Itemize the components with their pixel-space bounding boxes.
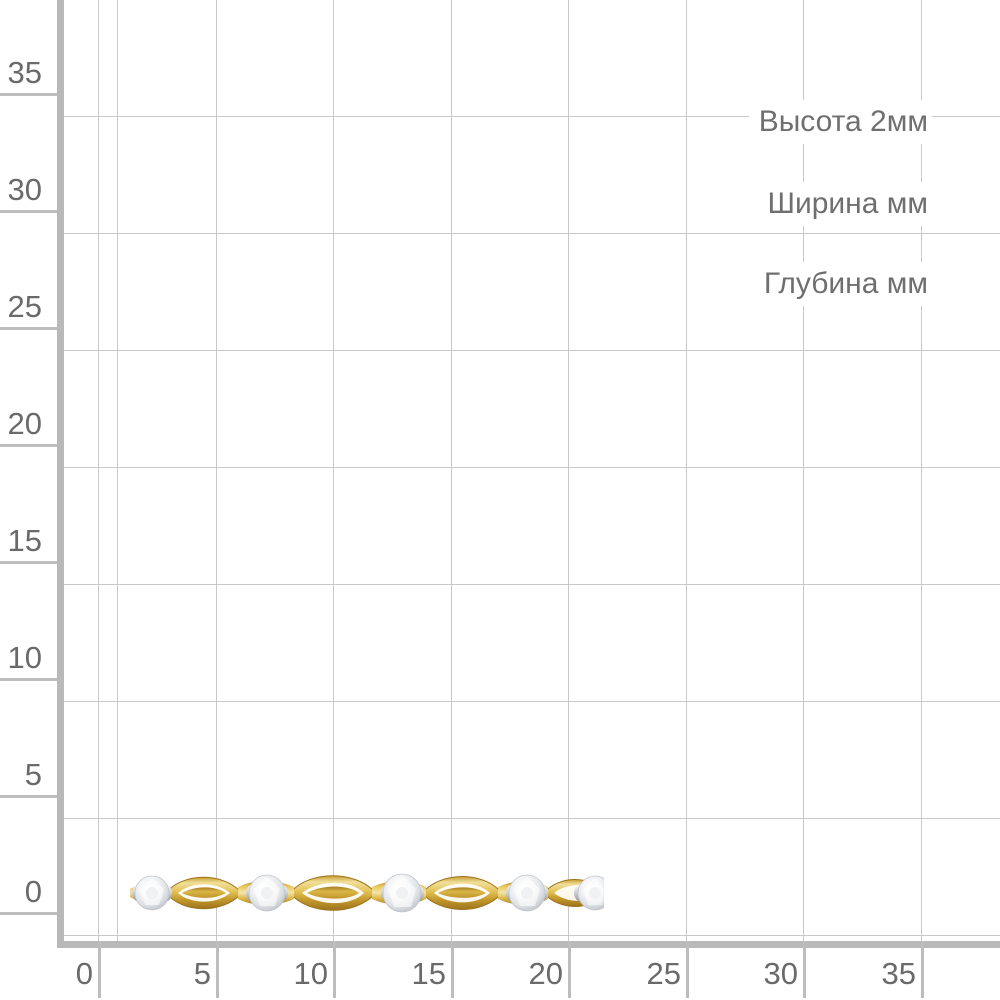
x-tick-30 xyxy=(803,941,806,998)
spec-height-label: Высота 2мм xyxy=(748,100,932,144)
y-tick-30 xyxy=(0,210,57,213)
y-axis-line xyxy=(57,0,64,947)
y-tick-label-20: 20 xyxy=(7,406,42,441)
ring-stones xyxy=(132,873,604,913)
gridline-horizontal xyxy=(64,818,1000,819)
y-tick-label-35: 35 xyxy=(7,55,42,90)
x-tick-25 xyxy=(686,941,689,998)
gridline-vertical xyxy=(803,0,804,942)
y-tick-35 xyxy=(0,93,57,96)
gridline-vertical xyxy=(117,0,118,942)
y-tick-25 xyxy=(0,327,57,330)
y-tick-label-25: 25 xyxy=(7,289,42,324)
x-tick-label-30: 30 xyxy=(763,956,798,991)
gridline-vertical xyxy=(333,0,334,942)
gridline-vertical xyxy=(568,0,569,942)
gridline-horizontal xyxy=(64,233,1000,234)
x-tick-5 xyxy=(216,941,219,998)
y-tick-10 xyxy=(0,678,57,681)
gridline-horizontal xyxy=(64,467,1000,468)
x-tick-20 xyxy=(568,941,571,998)
gridline-vertical xyxy=(451,0,452,942)
gridline-horizontal xyxy=(64,584,1000,585)
y-tick-0 xyxy=(0,912,57,915)
x-tick-label-0: 0 xyxy=(75,956,93,991)
x-tick-35 xyxy=(921,941,924,998)
y-tick-15 xyxy=(0,561,57,564)
gridline-horizontal xyxy=(64,701,1000,702)
x-tick-0 xyxy=(98,941,101,998)
gridline-vertical xyxy=(686,0,687,942)
y-tick-5 xyxy=(0,795,57,798)
x-tick-10 xyxy=(333,941,336,998)
y-tick-label-10: 10 xyxy=(7,640,42,675)
spec-depth-label: Глубина мм xyxy=(753,262,932,306)
gridline-vertical xyxy=(98,0,99,942)
x-tick-label-10: 10 xyxy=(293,956,328,991)
gridline-vertical xyxy=(216,0,217,942)
spec-width-label: Ширина мм xyxy=(757,182,932,226)
gridline-horizontal xyxy=(64,350,1000,351)
gold-ring-band-image xyxy=(104,857,604,929)
x-tick-label-20: 20 xyxy=(528,956,563,991)
y-tick-label-30: 30 xyxy=(7,172,42,207)
x-tick-label-25: 25 xyxy=(646,956,681,991)
y-tick-label-5: 5 xyxy=(24,757,42,792)
y-tick-label-15: 15 xyxy=(7,523,42,558)
x-tick-label-15: 15 xyxy=(411,956,446,991)
gridline-vertical xyxy=(921,0,922,942)
x-tick-label-5: 5 xyxy=(193,956,211,991)
x-axis-line xyxy=(57,941,1000,948)
x-tick-label-35: 35 xyxy=(881,956,916,991)
gridline-horizontal xyxy=(64,116,1000,117)
x-tick-15 xyxy=(451,941,454,998)
gridline-horizontal xyxy=(64,935,1000,936)
y-tick-label-0: 0 xyxy=(24,874,42,909)
y-tick-20 xyxy=(0,444,57,447)
